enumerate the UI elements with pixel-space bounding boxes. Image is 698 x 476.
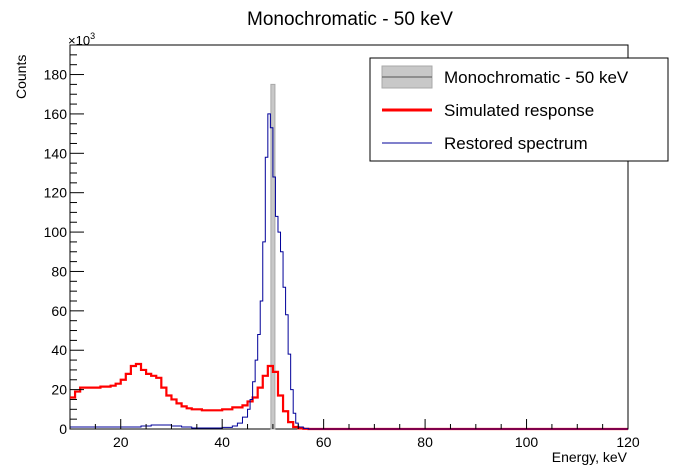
y-tick-label: 120: [44, 185, 68, 201]
x-tick-label: 80: [417, 434, 433, 450]
y-tick-label: 140: [44, 145, 68, 161]
y-tick-label: 40: [51, 342, 67, 358]
legend-label-monochromatic: Monochromatic - 50 keV: [444, 68, 629, 87]
x-tick-label: 20: [113, 434, 129, 450]
y-tick-label: 100: [44, 224, 68, 240]
y-tick-label: 80: [51, 263, 67, 279]
y-tick-label: 180: [44, 67, 68, 83]
x-tick-label: 60: [316, 434, 332, 450]
series-simulated-response: [70, 362, 628, 431]
y-tick-label: 0: [59, 421, 67, 437]
y-multiplier: ×103: [68, 31, 95, 48]
chart-title: Monochromatic - 50 keV: [247, 9, 453, 30]
legend-label-simulated: Simulated response: [444, 101, 594, 120]
legend: Monochromatic - 50 keV Simulated respons…: [369, 57, 669, 162]
y-multiplier-base: ×10: [68, 33, 90, 48]
y-tick-label: 20: [51, 382, 67, 398]
y-tick-label: 160: [44, 106, 68, 122]
x-axis-label: Energy, keV: [552, 449, 628, 465]
legend-label-restored: Restored spectrum: [444, 134, 588, 153]
x-tick-label: 120: [616, 434, 640, 450]
y-multiplier-exponent: 3: [90, 31, 95, 41]
y-tick-label: 60: [51, 303, 67, 319]
x-tick-label: 40: [214, 434, 230, 450]
y-axis-label: Counts: [13, 55, 29, 99]
series-restored-spectrum: [70, 113, 628, 430]
x-tick-label: 100: [515, 434, 539, 450]
